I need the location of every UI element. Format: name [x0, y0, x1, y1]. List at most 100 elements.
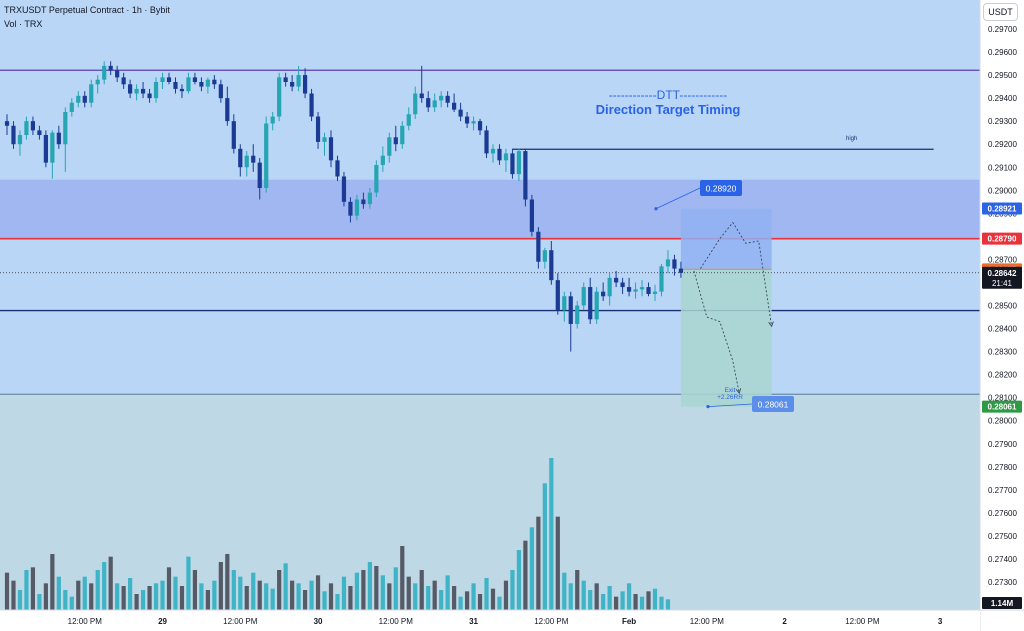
candle [452, 102, 457, 110]
volume-bar [659, 596, 664, 610]
volume-bar [192, 570, 198, 610]
currency-button[interactable]: USDT [983, 3, 1018, 21]
candle [95, 79, 100, 85]
y-tick-label: 0.28100 [988, 394, 1017, 403]
volume-bar [199, 583, 204, 610]
candle [121, 77, 126, 85]
volume-bar [95, 570, 100, 610]
volume-bar [17, 590, 23, 610]
candle [199, 81, 204, 87]
x-tick-label: 2 [782, 617, 787, 626]
volume-bar [555, 516, 560, 610]
candle [231, 121, 236, 149]
volume-bar [115, 583, 120, 610]
volume-bar [160, 580, 165, 610]
y-tick-label: 0.28700 [988, 255, 1017, 264]
candle [393, 137, 398, 145]
volume-bar [380, 575, 385, 610]
price-label [982, 400, 1022, 413]
candle [108, 65, 113, 71]
volume-bar [82, 576, 87, 610]
position-stop-zone [680, 269, 772, 407]
price-label [982, 266, 1022, 289]
candle [672, 259, 677, 269]
volume-bar [452, 586, 457, 610]
volume-bar [523, 540, 528, 610]
candle [244, 155, 249, 168]
candle [302, 75, 308, 94]
volume-bar [568, 583, 573, 610]
volume-bar [665, 599, 671, 610]
volume-bar [652, 588, 658, 610]
y-tick-label: 0.29300 [988, 117, 1017, 126]
volume-bar [406, 576, 411, 610]
candle [251, 155, 256, 163]
volume-bar [484, 578, 489, 610]
candle [238, 148, 243, 168]
candle [607, 277, 612, 297]
y-tick-label: 0.29600 [988, 48, 1017, 57]
volume-bar [153, 583, 159, 610]
volume-bar [205, 590, 210, 610]
candle [419, 93, 424, 99]
candle [277, 77, 282, 117]
candle [445, 95, 450, 103]
price-label-text: 0.28790 [988, 235, 1017, 244]
volume-bar [497, 596, 502, 610]
candle [406, 114, 411, 126]
volume-bar [179, 586, 185, 610]
volume-bar [581, 580, 586, 610]
candle [69, 102, 74, 112]
volume-bar [302, 590, 308, 610]
volume-bar [147, 586, 152, 610]
candle [17, 134, 23, 145]
stop-callout [752, 396, 794, 412]
x-tick-label: 12:00 PM [68, 617, 103, 626]
volume-bar [639, 596, 645, 610]
candle [387, 137, 392, 156]
candle [659, 266, 664, 292]
candle [516, 151, 522, 175]
y-tick-label: 0.27400 [988, 555, 1017, 564]
volume-bar [4, 572, 10, 610]
candle [283, 77, 288, 82]
x-tick-label: 31 [469, 617, 478, 626]
volume-bar [471, 583, 476, 610]
x-tick-label: Feb [622, 617, 636, 626]
volume-bar [419, 570, 424, 610]
candle [484, 130, 489, 154]
candle [614, 277, 619, 283]
volume-bar [601, 594, 606, 610]
dtt-annotation: ------------DTT------------ [609, 88, 728, 102]
volume-bar [212, 580, 217, 610]
volume-bar [536, 516, 541, 610]
volume-bar [56, 576, 61, 610]
candle [89, 84, 94, 103]
x-tick-label: 12:00 PM [845, 617, 880, 626]
volume-bar [529, 527, 534, 610]
target-callout-text: 0.28920 [706, 184, 737, 194]
candle [270, 116, 275, 124]
volume-bar [354, 572, 360, 610]
candle [63, 111, 68, 145]
candle [322, 137, 327, 142]
candle [134, 88, 139, 94]
candle [432, 100, 437, 108]
volume-bar [626, 583, 632, 610]
candle [264, 123, 269, 188]
candle [646, 287, 651, 294]
volume-bar [620, 591, 625, 610]
candle [128, 84, 133, 94]
x-tick-label: 12:00 PM [223, 617, 258, 626]
candle [665, 259, 671, 267]
volume-bar [503, 580, 509, 610]
volume-bar [121, 586, 126, 610]
price-label-text: 0.28061 [988, 403, 1017, 412]
candle [503, 153, 509, 161]
candle [568, 296, 573, 324]
volume-bar [367, 562, 372, 610]
candle [497, 148, 502, 161]
x-tick-label: 12:00 PM [534, 617, 569, 626]
volume-bar [510, 570, 515, 610]
